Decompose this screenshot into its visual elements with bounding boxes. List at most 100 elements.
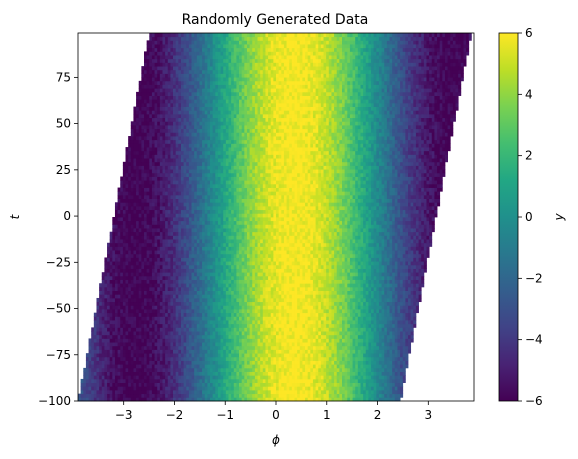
heatmap-cell — [233, 327, 237, 332]
heatmap-cell — [246, 301, 250, 306]
heatmap-cell — [107, 264, 111, 269]
heatmap-cell — [207, 334, 211, 339]
heatmap-cell — [342, 250, 346, 255]
heatmap-cell — [210, 356, 214, 361]
heatmap-cell — [133, 305, 137, 310]
heatmap-cell — [101, 305, 105, 310]
heatmap-cell — [262, 342, 266, 347]
heatmap-cell — [120, 283, 124, 288]
heatmap-cell — [360, 272, 364, 277]
heatmap-cell — [183, 327, 187, 332]
heatmap-cell — [191, 378, 195, 383]
heatmap-cell — [162, 360, 166, 365]
heatmap-cell — [400, 327, 404, 332]
heatmap-cell — [334, 264, 338, 269]
heatmap-cell — [231, 367, 235, 372]
heatmap-cell — [305, 353, 309, 358]
heatmap-cell — [207, 253, 211, 258]
heatmap-cell — [384, 264, 388, 269]
heatmap-cell — [125, 286, 129, 291]
heatmap-cell — [133, 331, 137, 336]
heatmap-cell — [368, 261, 372, 266]
heatmap-cell — [331, 272, 335, 277]
heatmap-cell — [228, 253, 232, 258]
heatmap-cell — [310, 272, 314, 277]
heatmap-cell — [178, 305, 182, 310]
heatmap-cell — [344, 364, 348, 369]
heatmap-cell — [347, 345, 351, 350]
heatmap-cell — [315, 323, 319, 328]
heatmap-cell — [291, 378, 295, 383]
heatmap-cell — [93, 367, 97, 372]
heatmap-cell — [99, 360, 103, 365]
heatmap-cell — [249, 397, 253, 402]
heatmap-cell — [133, 268, 137, 273]
heatmap-cell — [244, 279, 248, 284]
heatmap-cell — [220, 378, 224, 383]
heatmap-cell — [167, 275, 171, 280]
heatmap-cell — [212, 356, 216, 361]
heatmap-cell — [170, 345, 174, 350]
heatmap-cell — [286, 389, 290, 395]
heatmap-cell — [101, 323, 105, 328]
heatmap-cell — [299, 375, 303, 380]
heatmap-cell — [410, 323, 414, 328]
heatmap-cell — [223, 286, 227, 291]
heatmap-cell — [207, 290, 211, 295]
heatmap-cell — [165, 279, 169, 284]
heatmap-cell — [302, 356, 306, 361]
heatmap-cell — [231, 360, 235, 365]
heatmap-cell — [178, 327, 182, 332]
heatmap-cell — [191, 312, 195, 317]
heatmap-cell — [402, 257, 406, 262]
heatmap-cell — [112, 382, 116, 387]
heatmap-cell — [371, 356, 375, 361]
heatmap-cell — [231, 371, 235, 376]
heatmap-cell — [178, 386, 182, 391]
heatmap-cell — [194, 364, 198, 369]
heatmap-cell — [318, 327, 322, 332]
heatmap-cell — [223, 305, 227, 310]
heatmap-cell — [318, 294, 322, 299]
heatmap-cell — [246, 261, 250, 266]
heatmap-cell — [305, 386, 309, 391]
heatmap-cell — [239, 297, 243, 303]
heatmap-cell — [233, 386, 237, 391]
heatmap-cell — [96, 297, 100, 303]
heatmap-cell — [159, 250, 163, 255]
heatmap-cell — [175, 305, 179, 310]
heatmap-cell — [159, 286, 163, 291]
heatmap-cell — [231, 389, 235, 395]
heatmap-cell — [373, 331, 377, 336]
heatmap-cell — [162, 353, 166, 358]
heatmap-cell — [254, 327, 258, 332]
heatmap-cell — [239, 261, 243, 266]
heatmap-cell — [318, 257, 322, 262]
heatmap-cell — [228, 305, 232, 310]
heatmap-cell — [141, 367, 145, 372]
heatmap-cell — [371, 290, 375, 295]
heatmap-cell — [376, 342, 380, 347]
heatmap-cell — [349, 334, 353, 339]
heatmap-cell — [392, 272, 396, 277]
heatmap-cell — [262, 309, 266, 314]
heatmap-cell — [101, 286, 105, 291]
heatmap-cell — [241, 349, 245, 354]
heatmap-cell — [355, 331, 359, 336]
heatmap-cell — [289, 327, 293, 332]
heatmap-cell — [204, 331, 208, 336]
heatmap-cell — [244, 334, 248, 339]
heatmap-cell — [254, 371, 258, 376]
heatmap-cell — [225, 316, 229, 321]
heatmap-cell — [270, 334, 274, 339]
heatmap-cell — [167, 309, 171, 314]
heatmap-cell — [194, 323, 198, 328]
heatmap-cell — [339, 316, 343, 321]
heatmap-cell — [328, 323, 332, 328]
heatmap-cell — [342, 305, 346, 310]
heatmap-cell — [170, 268, 174, 273]
heatmap-cell — [270, 345, 274, 350]
heatmap-cell — [281, 389, 285, 395]
heatmap-cell — [154, 316, 158, 321]
heatmap-cell — [188, 316, 192, 321]
